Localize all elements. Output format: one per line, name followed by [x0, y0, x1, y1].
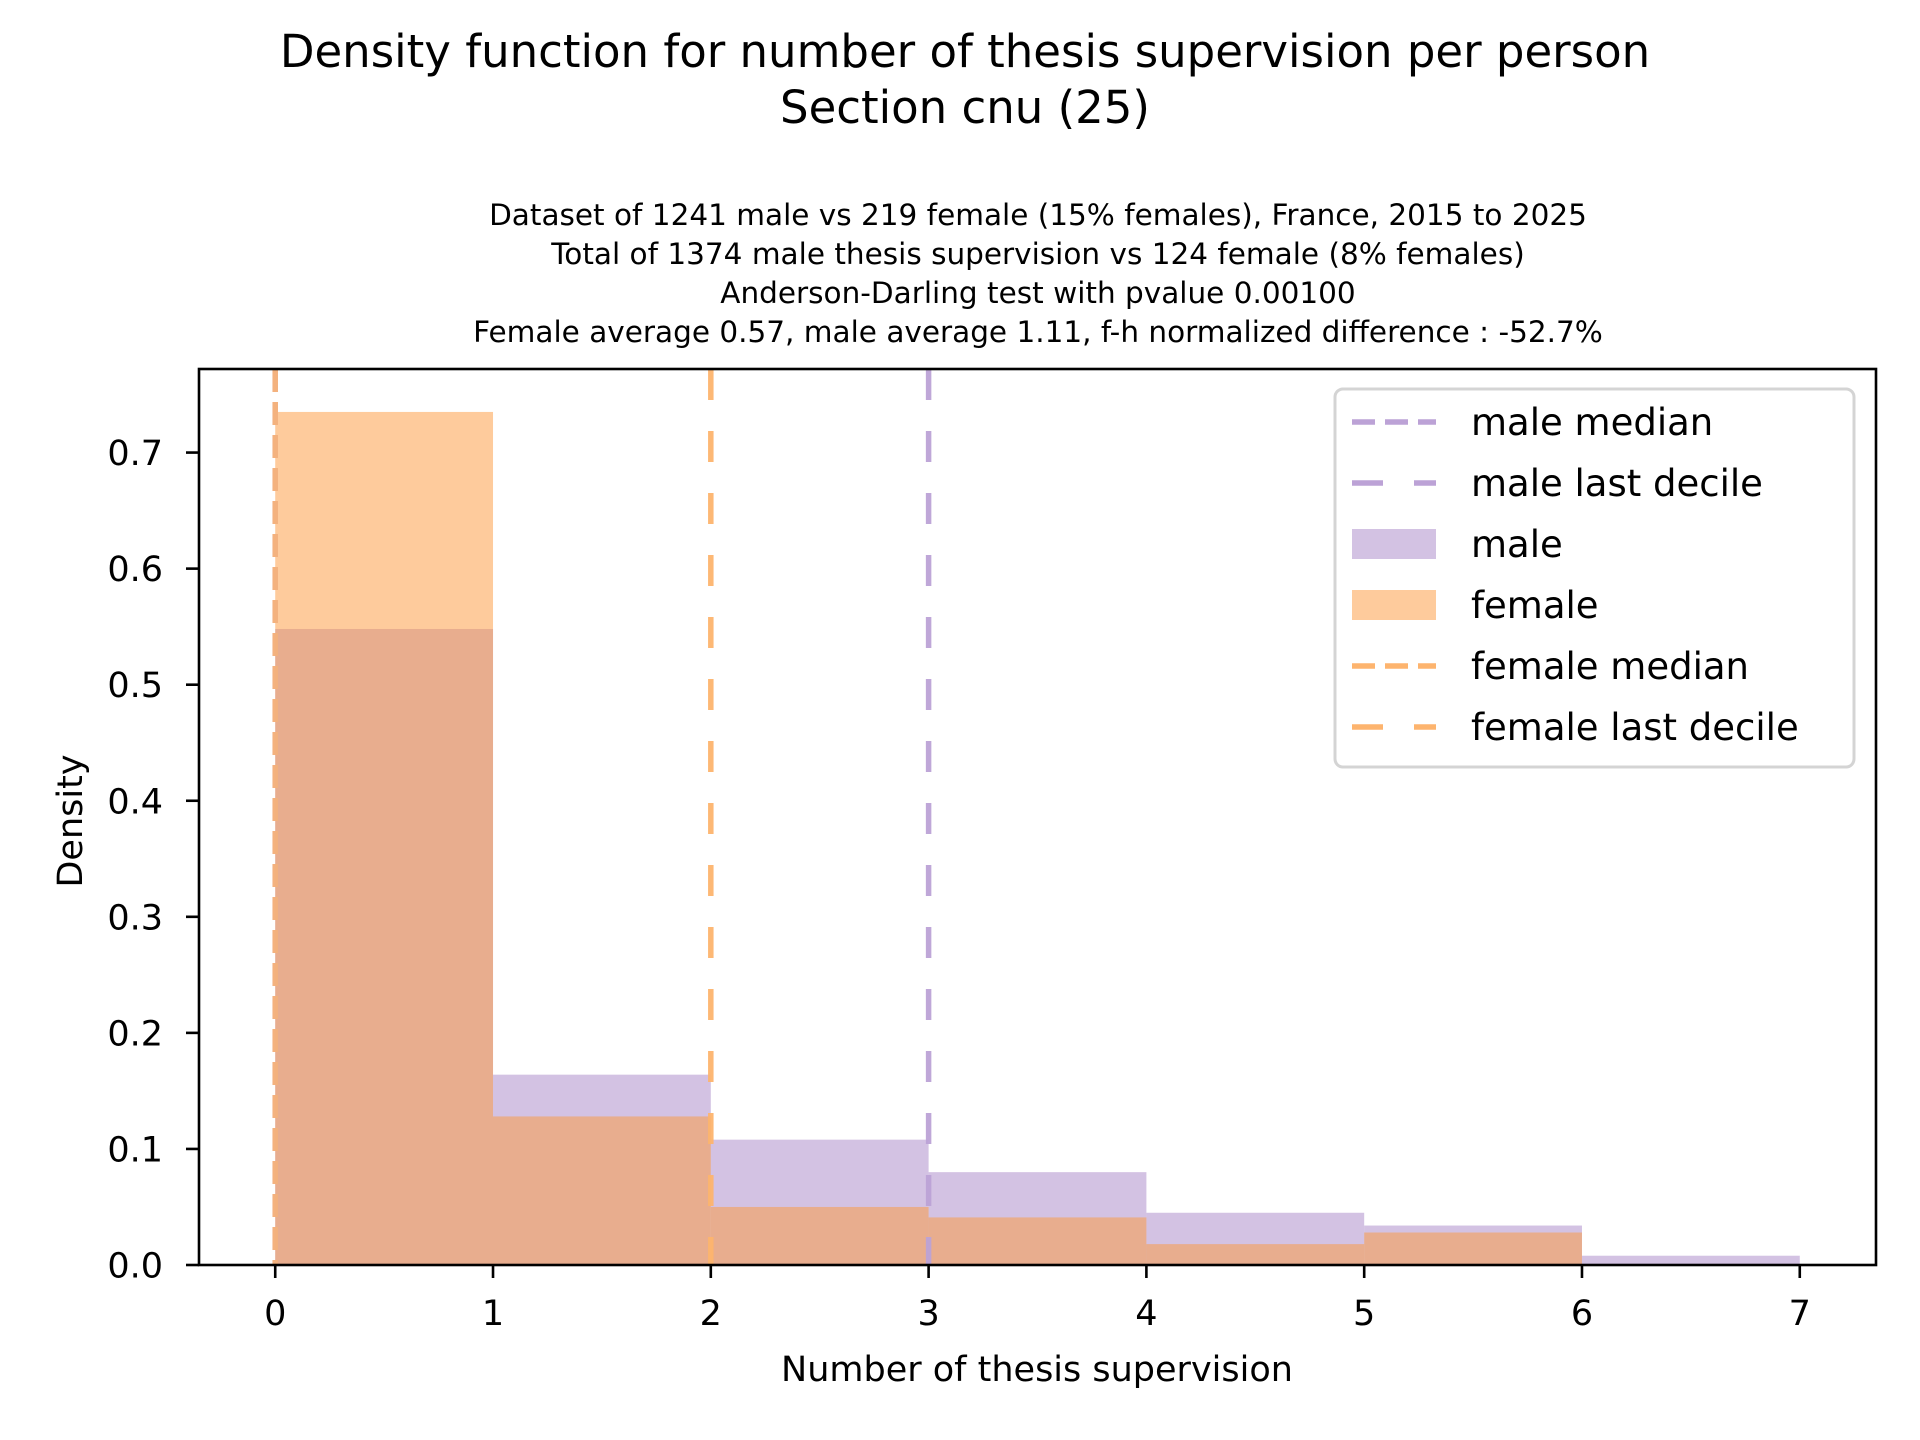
subtitle-line-3: Anderson-Darling test with pvalue 0.0010… [720, 276, 1355, 310]
legend-item-male-median: male median [1352, 401, 1713, 444]
legend-label: female median [1471, 645, 1749, 688]
y-axis-label: Density [51, 754, 91, 887]
chart-title-line-2: Section cnu (25) [780, 81, 1150, 134]
y-tick-label: 0.5 [107, 666, 163, 706]
legend-frame [1333, 387, 1856, 769]
y-axis-ticks: 0.0 0.1 0.2 0.3 0.4 0.5 0.6 0.7 [107, 434, 199, 1287]
y-tick-label: 0.4 [107, 782, 163, 822]
legend-item-male: male [1352, 523, 1563, 566]
female-bar-5 [1364, 1232, 1582, 1265]
y-tick-label: 0.7 [107, 434, 163, 474]
chart-title-line-1: Density function for number of thesis su… [280, 25, 1650, 78]
legend-patch-icon [1352, 590, 1436, 620]
x-tick-label: 3 [917, 1294, 939, 1334]
female-bar-3 [928, 1217, 1147, 1265]
female-bars [275, 411, 1582, 1265]
x-tick-label: 7 [1789, 1294, 1811, 1334]
female-bar-1 [493, 1116, 711, 1265]
legend-item-male-last-decile: male last decile [1352, 462, 1763, 505]
reference-lines [272, 369, 932, 1265]
female-bar-2 [710, 1206, 929, 1265]
legend-item-female: female [1352, 584, 1599, 627]
x-axis-label: Number of thesis supervision [781, 1350, 1293, 1390]
legend-label: male [1471, 523, 1563, 566]
legend-label: male last decile [1471, 462, 1763, 505]
legend-item-female-median: female median [1352, 645, 1749, 688]
legend-label: female [1471, 584, 1599, 627]
subtitle-line-4: Female average 0.57, male average 1.11, … [473, 315, 1603, 349]
y-tick-label: 0.2 [107, 1014, 163, 1054]
subtitle-line-2: Total of 1374 male thesis supervision vs… [550, 237, 1524, 271]
y-tick-label: 0.3 [107, 898, 163, 938]
axes-frame [197, 367, 1878, 1267]
y-tick-label: 0.0 [107, 1247, 163, 1287]
y-tick-label: 0.1 [107, 1130, 163, 1170]
male-bar-6 [1581, 1255, 1800, 1265]
legend-label: female last decile [1471, 706, 1799, 749]
x-axis-ticks: 0 1 2 3 4 5 6 7 [264, 1265, 1811, 1334]
subtitle-line-1: Dataset of 1241 male vs 219 female (15% … [489, 198, 1587, 232]
y-tick-label: 0.6 [107, 550, 163, 590]
legend: male median male last decile male female fem… [1333, 387, 1856, 769]
x-tick-label: 4 [1135, 1294, 1157, 1334]
x-tick-label: 1 [482, 1294, 504, 1334]
legend-patch-icon [1352, 529, 1436, 559]
plot-area [272, 369, 1800, 1265]
female-bar-4 [1146, 1244, 1365, 1265]
x-tick-label: 5 [1353, 1294, 1375, 1334]
legend-label: male median [1471, 401, 1713, 444]
female-bar-0 [275, 411, 494, 1265]
legend-item-female-last-decile: female last decile [1352, 706, 1799, 749]
x-tick-label: 2 [700, 1294, 722, 1334]
x-tick-label: 0 [264, 1294, 286, 1334]
x-tick-label: 6 [1571, 1294, 1593, 1334]
